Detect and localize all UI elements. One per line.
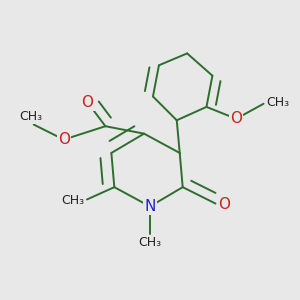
Text: CH₃: CH₃ — [61, 194, 85, 207]
Text: O: O — [230, 111, 242, 126]
Text: N: N — [144, 199, 156, 214]
Text: CH₃: CH₃ — [266, 96, 289, 109]
Text: O: O — [82, 95, 94, 110]
Text: O: O — [218, 197, 230, 212]
Text: CH₃: CH₃ — [20, 110, 43, 123]
Text: O: O — [58, 132, 70, 147]
Text: CH₃: CH₃ — [138, 236, 162, 249]
